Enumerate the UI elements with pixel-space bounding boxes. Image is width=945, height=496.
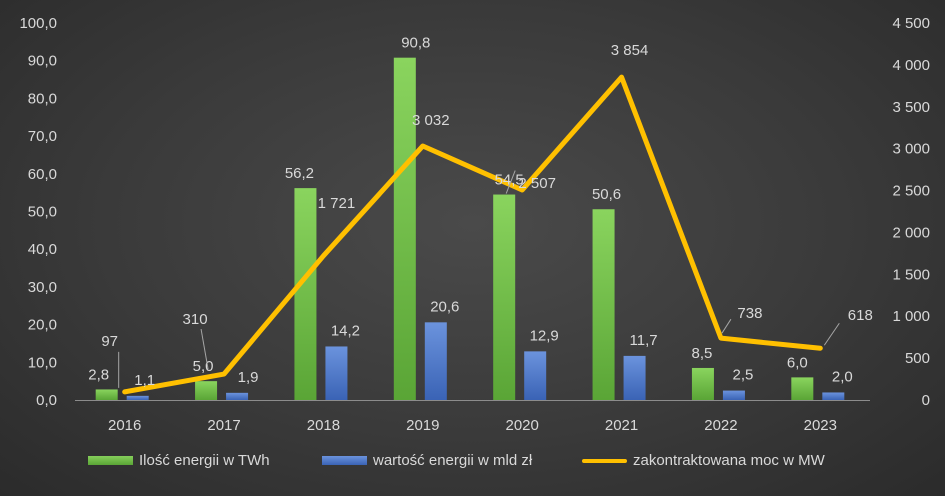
data-label-energy-value: 2,0 xyxy=(832,368,853,385)
bar-energy-value xyxy=(424,322,447,400)
data-label-contracted-power: 618 xyxy=(848,307,873,324)
y-right-tick-label: 4 000 xyxy=(892,57,930,74)
bar-energy-amount xyxy=(592,209,615,400)
y-left-tick-label: 50,0 xyxy=(28,204,57,221)
y-right-tick-label: 4 500 xyxy=(892,15,930,32)
data-label-leader-line xyxy=(200,328,209,370)
data-label-contracted-power: 1 721 xyxy=(318,195,356,212)
chart-data-labels: 2,8 1,1 97 5,0 1,9 310 56,2 14,2 1 721 90,8 20,6 3 … xyxy=(88,35,873,389)
line-contracted-power xyxy=(122,74,823,395)
y-left-tick-label: 0,0 xyxy=(36,392,57,409)
data-label-energy-amount: 54,5 xyxy=(495,172,524,189)
y-left-tick-label: 10,0 xyxy=(28,354,57,371)
chart-bars xyxy=(95,57,845,401)
bar-energy-amount xyxy=(294,188,317,400)
y-left-tick-label: 100,0 xyxy=(19,15,57,32)
x-tick-label: 2022 xyxy=(704,417,737,434)
data-label-contracted-power: 3 032 xyxy=(412,112,450,129)
data-label-energy-value: 1,1 xyxy=(134,372,155,389)
data-label-energy-value: 1,9 xyxy=(238,369,259,386)
legend-swatch-blue xyxy=(322,456,367,465)
bar-energy-amount xyxy=(393,57,416,401)
x-tick-label: 2023 xyxy=(804,417,837,434)
data-label-energy-amount: 5,0 xyxy=(193,358,214,375)
x-tick-label: 2020 xyxy=(506,417,539,434)
bar-energy-value xyxy=(623,355,646,400)
data-label-energy-amount: 6,0 xyxy=(787,354,808,371)
y-left-tick-label: 40,0 xyxy=(28,241,57,258)
y-right-tick-label: 1 500 xyxy=(892,266,930,283)
legend-item-energy-amount: Ilość energii w TWh xyxy=(88,452,270,469)
bar-energy-value xyxy=(126,395,149,400)
y-right-tick-label: 500 xyxy=(905,350,930,367)
y-left-tick-label: 80,0 xyxy=(28,90,57,107)
legend-label-contracted-power: zakontraktowana moc w MW xyxy=(633,452,825,469)
x-tick-label: 2019 xyxy=(406,417,439,434)
data-label-energy-value: 20,6 xyxy=(430,298,459,315)
bar-energy-value xyxy=(822,392,845,400)
bar-energy-value xyxy=(722,390,745,400)
legend-item-energy-value: wartość energii w mld zł xyxy=(322,452,532,469)
data-label-energy-value: 14,2 xyxy=(331,322,360,339)
data-label-contracted-power: 97 xyxy=(101,333,118,350)
y-right-tick-label: 2 000 xyxy=(892,224,930,241)
legend-label-energy-amount: Ilość energii w TWh xyxy=(139,452,270,469)
y-right-tick-label: 1 000 xyxy=(892,308,930,325)
y-right-tick-label: 3 000 xyxy=(892,141,930,158)
data-label-energy-amount: 2,8 xyxy=(88,366,109,383)
y-left-tick-label: 60,0 xyxy=(28,166,57,183)
data-label-energy-amount: 90,8 xyxy=(401,35,430,52)
bar-energy-value xyxy=(524,351,547,400)
bar-energy-amount xyxy=(791,377,814,400)
y-left-tick-label: 20,0 xyxy=(28,317,57,334)
bar-energy-amount xyxy=(195,381,218,400)
chart-axes: 0,0 10,0 20,0 30,0 40,0 50,0 60,0 70,0 80,0 90,0 1… xyxy=(19,15,930,434)
y-left-tick-label: 90,0 xyxy=(28,53,57,70)
y-right-tick-label: 2 500 xyxy=(892,183,930,200)
data-label-energy-amount: 8,5 xyxy=(692,345,713,362)
data-label-contracted-power: 2 507 xyxy=(518,175,556,192)
bar-energy-value xyxy=(325,346,348,400)
data-label-energy-amount: 50,6 xyxy=(592,186,621,203)
bar-energy-amount xyxy=(493,194,516,400)
bar-energy-amount xyxy=(95,389,118,400)
data-label-leader-line xyxy=(505,170,516,194)
data-label-energy-value: 11,7 xyxy=(630,332,658,349)
chart-legend: Ilość energii w TWh wartość energii w ml… xyxy=(0,452,945,478)
y-right-tick-label: 3 500 xyxy=(892,99,930,116)
legend-item-contracted-power: zakontraktowana moc w MW xyxy=(582,452,825,469)
bar-energy-value xyxy=(226,392,249,400)
legend-swatch-green xyxy=(88,456,133,465)
bar-energy-amount xyxy=(691,367,714,400)
y-left-tick-label: 70,0 xyxy=(28,128,57,145)
data-label-leader-line xyxy=(721,318,732,334)
data-label-energy-value: 12,9 xyxy=(530,327,559,344)
data-label-contracted-power: 3 854 xyxy=(611,42,649,59)
data-label-energy-amount: 56,2 xyxy=(285,165,314,182)
x-tick-label: 2021 xyxy=(605,417,638,434)
data-label-energy-value: 2,5 xyxy=(733,367,754,384)
x-tick-label: 2017 xyxy=(207,417,240,434)
chart-line xyxy=(122,74,823,395)
data-label-contracted-power: 738 xyxy=(737,305,762,322)
data-label-leader-line xyxy=(823,322,840,346)
data-label-contracted-power: 310 xyxy=(183,311,208,328)
x-tick-label: 2018 xyxy=(307,417,340,434)
y-left-tick-label: 30,0 xyxy=(28,279,57,296)
y-right-tick-label: 0 xyxy=(922,392,930,409)
x-tick-label: 2016 xyxy=(108,417,141,434)
legend-swatch-yellow-line xyxy=(582,458,627,463)
legend-label-energy-value: wartość energii w mld zł xyxy=(373,452,533,469)
